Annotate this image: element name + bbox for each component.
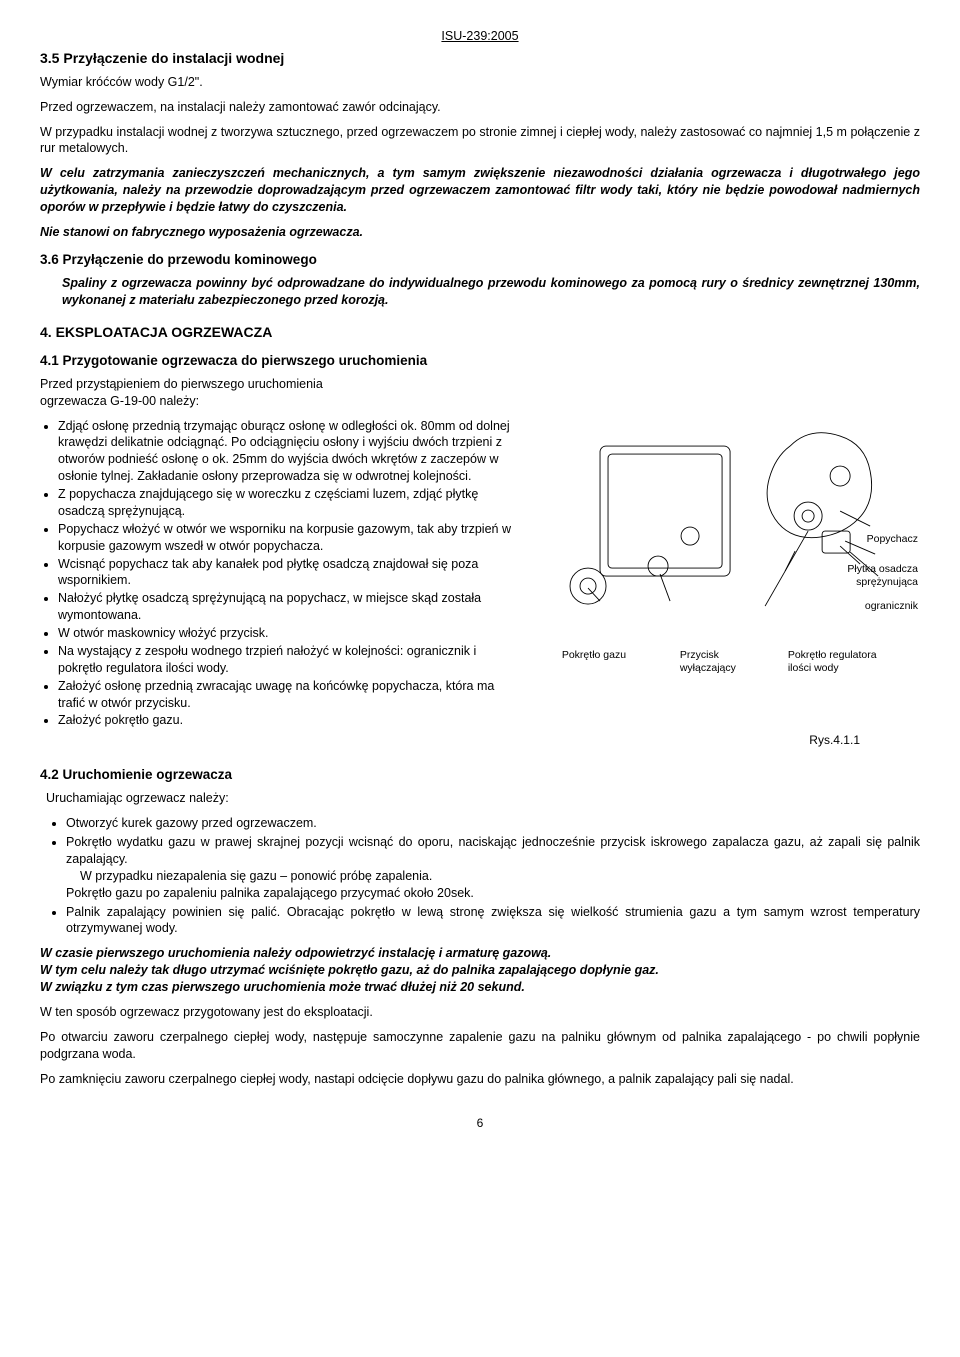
heading-4: 4. EKSPLOATACJA OGRZEWACZA xyxy=(40,323,920,342)
s4-2-p4: W ten sposób ogrzewacz przygotowany jest… xyxy=(40,1004,920,1021)
label-pokretlo-gazu: Pokrętło gazu xyxy=(562,648,626,662)
s4-1-item: Założyć pokrętło gazu. xyxy=(58,712,524,729)
s3-5-p5: Nie stanowi on fabrycznego wyposażenia o… xyxy=(40,224,920,241)
heading-3-5: 3.5 Przyłączenie do instalacji wodnej xyxy=(40,49,920,68)
s4-1-item: Wcisnąć popychacz tak aby kanałek pod pł… xyxy=(58,556,524,590)
s4-2-b2c: Pokrętło gazu po zapaleniu palnika zapal… xyxy=(66,885,920,902)
s4-2-p5: Po otwarciu zaworu czerpalnego ciepłej w… xyxy=(40,1029,920,1063)
s4-2-bi2: W tym celu należy tak długo utrzymać wci… xyxy=(40,962,920,979)
s4-1-intro1: Przed przystąpieniem do pierwszego uruch… xyxy=(40,376,524,393)
heading-3-6: 3.6 Przyłączenie do przewodu kominowego xyxy=(40,251,920,269)
doc-id: ISU-239:2005 xyxy=(40,28,920,45)
s4-2-b1: Otworzyć kurek gazowy przed ogrzewaczem. xyxy=(66,815,920,832)
label-plytka2: sprężynująca xyxy=(856,575,918,589)
label-przycisk2: wyłączający xyxy=(680,661,736,675)
s3-5-p4: W celu zatrzymania zanieczyszczeń mechan… xyxy=(40,165,920,216)
s4-1-list: Zdjąć osłonę przednią trzymając oburącz … xyxy=(40,418,524,730)
s4-2-p6: Po zamknięciu zaworu czerpalnego ciepłej… xyxy=(40,1071,920,1088)
s4-2-b2b: W przypadku niezapalenia się gazu – pono… xyxy=(80,868,920,885)
s4-2-b3: Palnik zapalający powinien się palić. Ob… xyxy=(66,904,920,938)
s4-1-item: Zdjąć osłonę przednią trzymając oburącz … xyxy=(58,418,524,486)
s4-1-item: Na wystający z zespołu wodnego trzpień n… xyxy=(58,643,524,677)
s4-2-bi3: W związku z tym czas pierwszego uruchomi… xyxy=(40,979,920,996)
heading-4-1: 4.1 Przygotowanie ogrzewacza do pierwsze… xyxy=(40,352,920,370)
s4-1-item: Z popychacza znajdującego się w woreczku… xyxy=(58,486,524,520)
label-popychacz: Popychacz xyxy=(867,532,918,546)
s4-1-item: Popychacz włożyć w otwór we wsporniku na… xyxy=(58,521,524,555)
s3-5-p3: W przypadku instalacji wodnej z tworzywa… xyxy=(40,124,920,158)
s4-1-item: Nałożyć płytkę osadczą sprężynującą na p… xyxy=(58,590,524,624)
s4-1-intro2: ogrzewacza G-19-00 należy: xyxy=(40,393,524,410)
s3-5-p1: Wymiar króćców wody G1/2". xyxy=(40,74,920,91)
s4-2-list: Otworzyć kurek gazowy przed ogrzewaczem.… xyxy=(40,815,920,937)
s3-6-p1: Spaliny z ogrzewacza powinny być odprowa… xyxy=(62,275,920,309)
s4-1-item: Założyć osłonę przednią zwracając uwagę … xyxy=(58,678,524,712)
label-pokretlo-reg2: ilości wody xyxy=(788,661,839,675)
s4-2-bi1: W czasie pierwszego uruchomienia należy … xyxy=(40,945,920,962)
label-ogranicznik: ogranicznik xyxy=(865,599,918,613)
s3-5-p2: Przed ogrzewaczem, na instalacji należy … xyxy=(40,99,920,116)
figure-svg xyxy=(540,376,920,676)
s4-2-b2a: Pokrętło wydatku gazu w prawej skrajnej … xyxy=(66,834,920,868)
s4-2-intro: Uruchamiając ogrzewacz należy: xyxy=(46,790,920,807)
s4-1-item: W otwór maskownicy włożyć przycisk. xyxy=(58,625,524,642)
figure-caption: Rys.4.1.1 xyxy=(540,732,920,748)
s4-2-b2: Pokrętło wydatku gazu w prawej skrajnej … xyxy=(66,834,920,902)
page-number: 6 xyxy=(40,1115,920,1131)
figure-4-1-1: Popychacz Płytka osadcza sprężynująca og… xyxy=(540,376,920,726)
heading-4-2: 4.2 Uruchomienie ogrzewacza xyxy=(40,766,920,784)
